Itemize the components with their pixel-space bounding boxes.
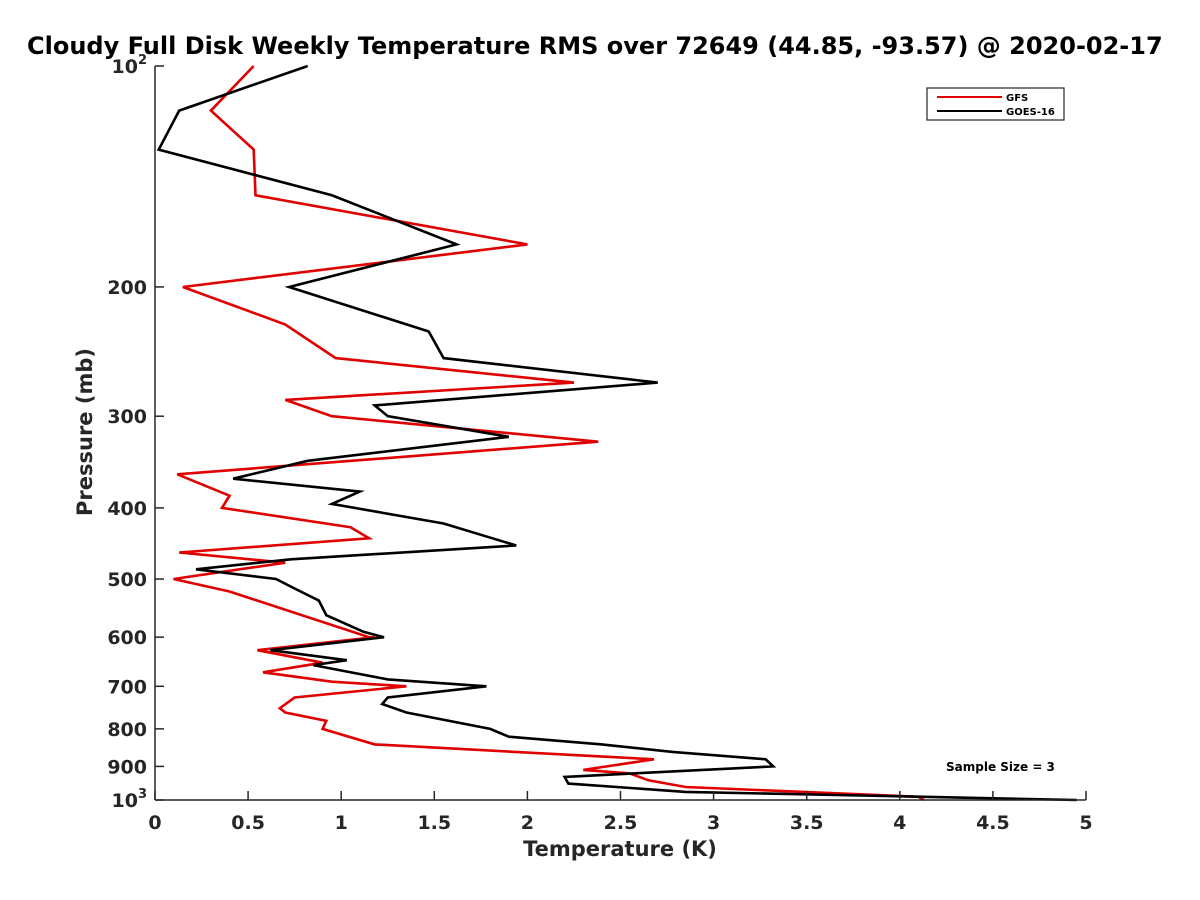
y-tick-label: 400	[107, 498, 147, 520]
series-line-gfs	[173, 65, 925, 802]
x-tick-label: 4	[893, 812, 906, 834]
y-tick-label: 700	[107, 676, 147, 698]
y-axis-label: Pressure (mb)	[73, 348, 97, 516]
series-layer	[156, 64, 1077, 802]
axes-layer	[154, 66, 1086, 801]
y-tick-label: 300	[107, 406, 147, 428]
x-ticks: 0 0.5 1 1.5 2 2.5 3 3.5 4 4.5 5	[148, 791, 1093, 834]
x-tick-label: 1	[335, 812, 348, 834]
x-axis-label: Temperature (K)	[523, 837, 717, 861]
y-tick-label: 500	[107, 569, 147, 591]
x-tick-label: 1.5	[417, 812, 451, 834]
x-tick-label: 3.5	[790, 812, 824, 834]
x-tick-label: 0	[148, 812, 161, 834]
y-tick-label: 200	[107, 277, 147, 299]
y-tick-label: 600	[107, 627, 147, 649]
legend-label-goes-16: GOES-16	[1006, 107, 1055, 118]
x-tick-label: 4.5	[976, 812, 1010, 834]
sample-size-annotation: Sample Size = 3	[946, 760, 1055, 774]
chart-title: Cloudy Full Disk Weekly Temperature RMS …	[27, 32, 1163, 60]
legend: GFS GOES-16	[926, 87, 1065, 121]
y-tick-label: 102	[112, 53, 148, 78]
x-tick-label: 0.5	[231, 812, 265, 834]
x-tick-label: 2	[521, 812, 534, 834]
y-tick-label: 103	[112, 787, 148, 812]
y-tick-label: 800	[107, 719, 147, 741]
legend-label-gfs: GFS	[1006, 93, 1028, 104]
x-tick-label: 2.5	[604, 812, 638, 834]
legend-box	[926, 87, 1065, 121]
x-tick-label: 5	[1079, 812, 1092, 834]
y-ticks: 102 200 300 400 500 600 700 800 900 103	[107, 53, 164, 812]
x-tick-label: 3	[707, 812, 720, 834]
series-line-goes-16	[156, 64, 1077, 802]
y-tick-label: 900	[107, 756, 147, 778]
